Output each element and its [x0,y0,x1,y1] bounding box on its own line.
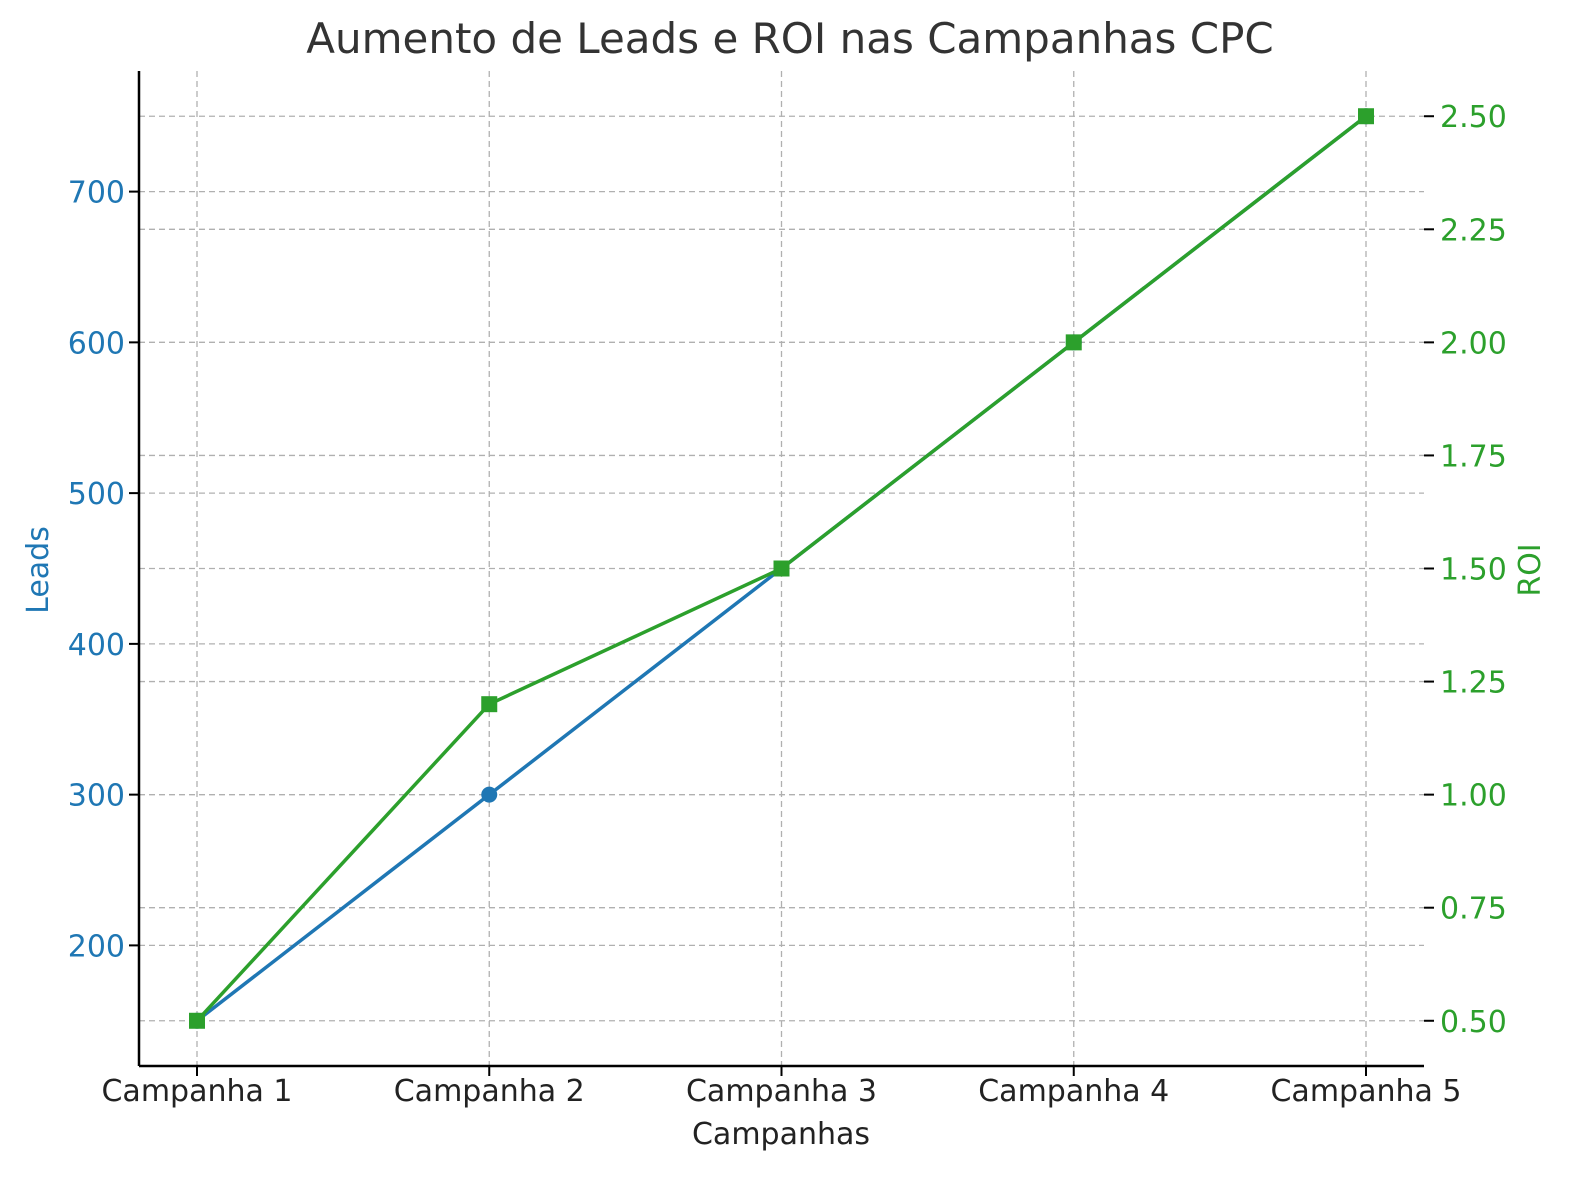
series-marker-right [1065,334,1082,351]
y-axis-right-label: ROI [1513,543,1548,596]
y-left-tick-label: 400 [68,628,125,663]
y-right-tick-label: 1.00 [1440,779,1507,814]
y-left-tick-label: 500 [68,477,125,512]
series-marker-right [189,1012,205,1029]
series-layer [189,108,1374,1029]
x-tick-label: Campanha 2 [394,1074,585,1109]
y-right-tick-label: 1.25 [1440,666,1507,701]
x-tick-label: Campanha 5 [1270,1074,1461,1109]
y-left-tick-label: 700 [68,176,125,211]
y-axis-left-label: Leads [21,526,56,614]
y-right-tick-label: 0.50 [1440,1005,1507,1040]
y-right-tick-label: 0.75 [1440,892,1507,927]
y-right-tick-label: 2.25 [1440,213,1507,248]
series-marker-right [1358,108,1374,125]
series-marker-right [481,696,498,713]
ticks: Campanha 1 Campanha 2 Campanha 3 Campanha 4… [68,100,1507,1109]
y-left-tick-label: 200 [68,929,125,964]
y-right-tick-label: 2.50 [1440,100,1507,135]
x-tick-label: Campanha 4 [978,1074,1169,1109]
series-marker-right [773,560,790,577]
grid [139,71,1424,1066]
y-right-tick-label: 1.75 [1440,439,1507,474]
y-right-tick-label: 1.50 [1440,553,1507,588]
x-tick-label: Campanha 1 [101,1074,292,1109]
y-right-tick-label: 2.00 [1440,326,1507,361]
y-left-tick-label: 600 [68,326,125,361]
y-left-tick-label: 300 [68,779,125,814]
chart-title: Aumento de Leads e ROI nas Campanhas CPC [306,14,1274,63]
x-tick-label: Campanha 3 [686,1074,877,1109]
series-marker-left [481,786,498,803]
x-axis-label: Campanhas [692,1117,870,1152]
